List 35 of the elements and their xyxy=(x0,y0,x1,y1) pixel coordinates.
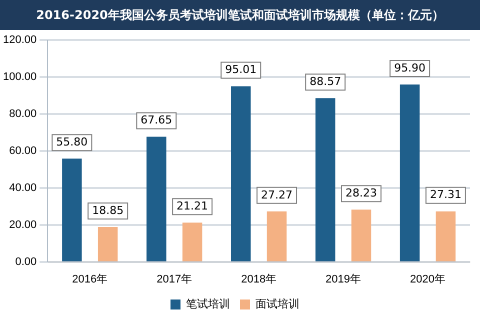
data-label: 95.01 xyxy=(225,63,257,76)
data-label: 95.90 xyxy=(394,61,426,74)
y-tick-label: 100.00 xyxy=(2,71,37,83)
legend-label: 笔试培训 xyxy=(186,298,230,311)
y-tick-label: 120.00 xyxy=(2,34,37,46)
y-tick-label: 40.00 xyxy=(9,182,37,194)
bar xyxy=(436,211,456,262)
bar xyxy=(351,210,372,262)
chart-title: 2016-2020年我国公务员考试培训笔试和面试培训市场规模（单位：亿元） xyxy=(0,0,480,30)
data-label: 21.21 xyxy=(176,199,208,212)
data-label: 88.57 xyxy=(310,74,342,88)
data-label: 55.80 xyxy=(56,136,88,149)
bar xyxy=(62,158,82,262)
bar xyxy=(266,211,287,262)
y-tick-label: 60.00 xyxy=(9,144,37,157)
data-label: 28.23 xyxy=(345,186,377,200)
bar xyxy=(231,86,251,262)
x-tick-label: 2018年 xyxy=(241,273,277,286)
x-tick-label: 2016年 xyxy=(72,273,108,286)
bar xyxy=(98,226,118,262)
bar xyxy=(182,222,202,262)
x-tick-label: 2020年 xyxy=(410,273,446,286)
bar xyxy=(400,84,420,262)
data-label: 67.65 xyxy=(140,114,172,127)
y-tick-label: 80.00 xyxy=(9,108,37,120)
data-label: 27.27 xyxy=(261,188,293,202)
x-tick-label: 2017年 xyxy=(156,273,192,286)
data-label: 18.85 xyxy=(92,204,124,217)
bar xyxy=(315,98,336,262)
bar xyxy=(146,136,166,262)
legend-label: 面试培训 xyxy=(256,298,300,311)
y-tick-label: 20.00 xyxy=(9,218,37,231)
x-tick-label: 2019年 xyxy=(326,273,362,286)
data-label: 27.31 xyxy=(430,188,462,202)
y-tick-label: 0.00 xyxy=(15,256,37,268)
